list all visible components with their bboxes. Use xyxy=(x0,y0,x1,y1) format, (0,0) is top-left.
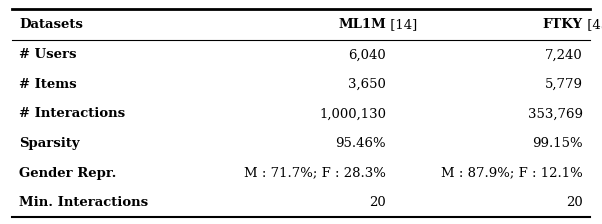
Text: 20: 20 xyxy=(370,196,386,209)
Text: [45]: [45] xyxy=(583,18,602,31)
Text: 1,000,130: 1,000,130 xyxy=(319,108,386,121)
Text: # Items: # Items xyxy=(19,78,77,91)
Text: 7,240: 7,240 xyxy=(545,48,583,61)
Text: 6,040: 6,040 xyxy=(349,48,386,61)
Text: [14]: [14] xyxy=(386,18,418,31)
Text: 99.15%: 99.15% xyxy=(532,137,583,150)
Text: # Interactions: # Interactions xyxy=(19,108,125,121)
Text: 353,769: 353,769 xyxy=(528,108,583,121)
Text: Sparsity: Sparsity xyxy=(19,137,80,150)
Text: Gender Repr.: Gender Repr. xyxy=(19,166,117,179)
Text: 5,779: 5,779 xyxy=(545,78,583,91)
Text: 20: 20 xyxy=(566,196,583,209)
Text: 3,650: 3,650 xyxy=(349,78,386,91)
Text: 95.46%: 95.46% xyxy=(336,137,386,150)
Text: ML1M: ML1M xyxy=(338,18,386,31)
Text: M : 87.9%; F : 12.1%: M : 87.9%; F : 12.1% xyxy=(441,166,583,179)
Text: Min. Interactions: Min. Interactions xyxy=(19,196,148,209)
Text: Datasets: Datasets xyxy=(19,18,83,31)
Text: # Users: # Users xyxy=(19,48,77,61)
Text: FTKY: FTKY xyxy=(542,18,583,31)
Text: M : 71.7%; F : 28.3%: M : 71.7%; F : 28.3% xyxy=(244,166,386,179)
